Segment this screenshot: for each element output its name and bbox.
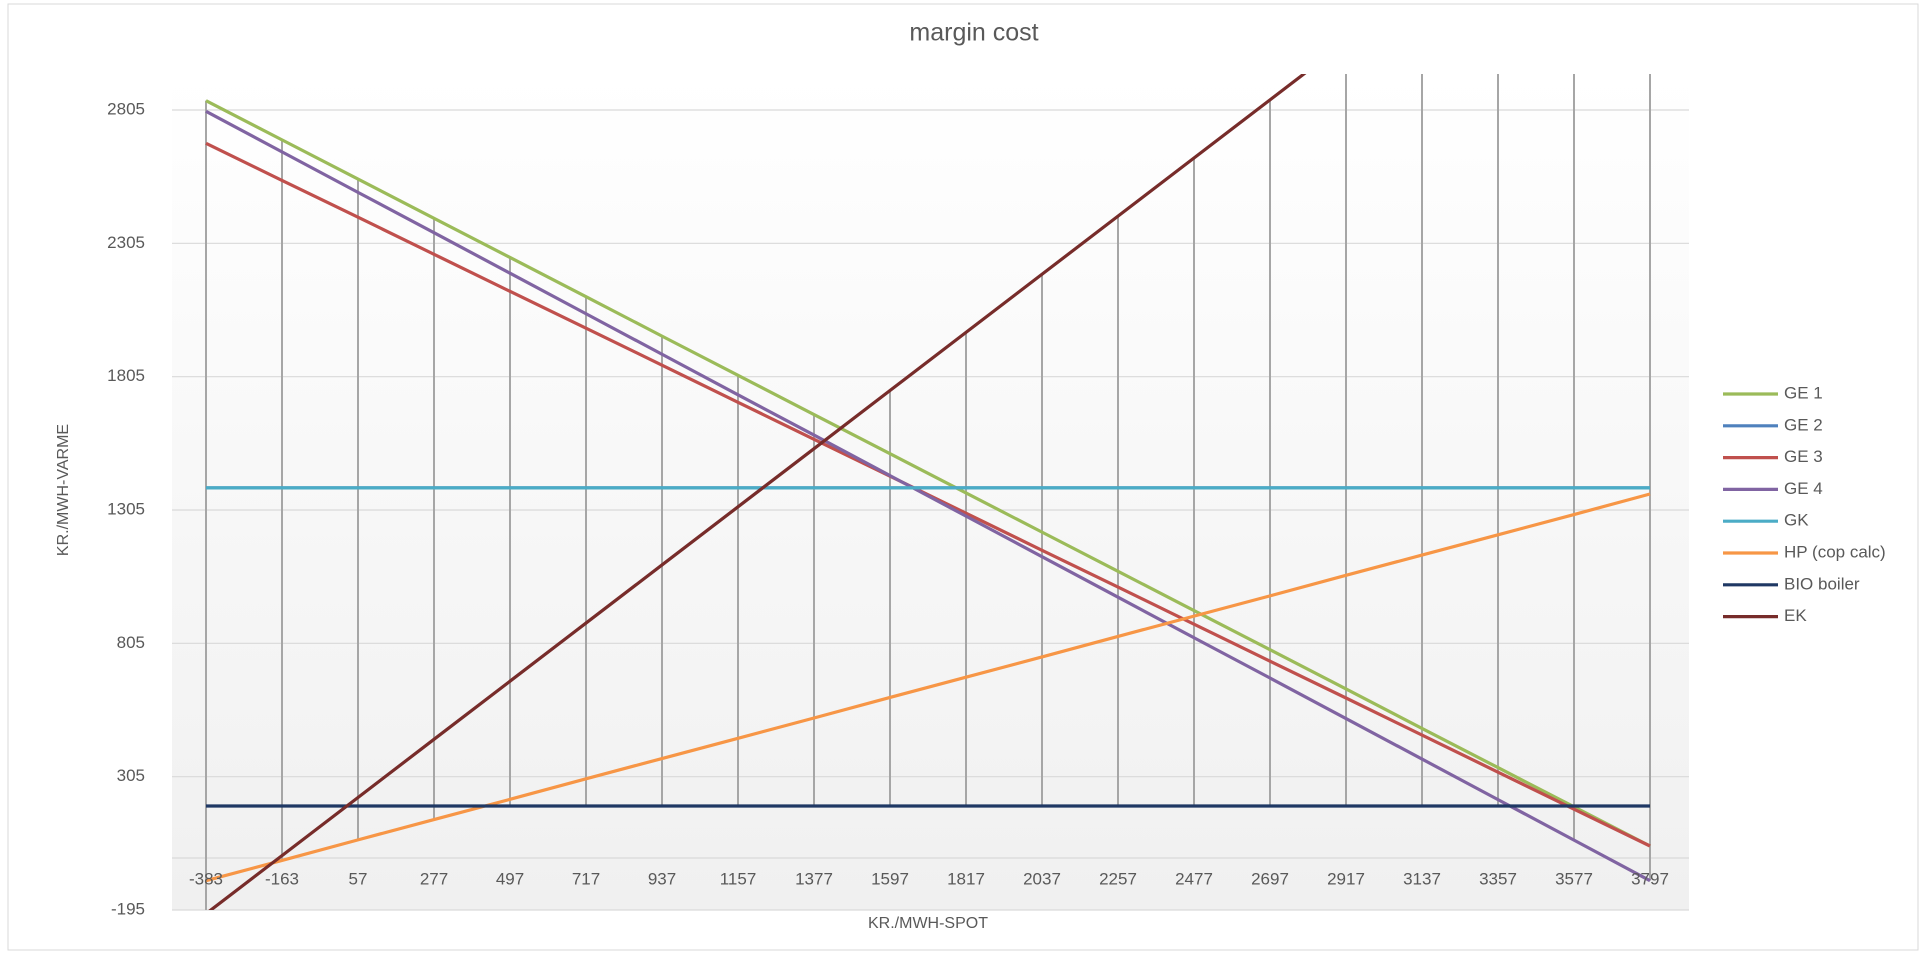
x-tick-label: 1817 [947, 869, 985, 888]
x-tick-label: 1157 [720, 869, 757, 888]
x-tick-label: 3137 [1403, 869, 1441, 888]
plot [205, 74, 1651, 910]
y-tick-label: 2305 [107, 233, 145, 252]
series-line [205, 99, 1651, 848]
y-tick-label: 805 [117, 633, 145, 652]
y-tick-label: 2805 [107, 99, 145, 118]
x-tick-label: 3577 [1555, 869, 1593, 888]
series-line [208, 74, 1307, 910]
y-tick-label: 1805 [107, 366, 145, 385]
legend-label: GE 2 [1784, 415, 1823, 434]
x-tick-label: 3797 [1631, 869, 1669, 888]
y-axis-title: KR./MWH-VARME [55, 424, 72, 556]
x-tick-label: 277 [420, 869, 448, 888]
x-axis-title: KR./MWH-SPOT [868, 915, 988, 932]
chart-title: margin cost [909, 19, 1038, 47]
y-tick-label: 305 [117, 766, 145, 785]
y-tick-label: 1305 [107, 499, 145, 518]
x-tick-label: 2477 [1175, 869, 1213, 888]
x-tick-label: 717 [572, 869, 600, 888]
x-tick-label: 2917 [1327, 869, 1365, 888]
x-tick-label: -383 [189, 869, 223, 888]
y-tick-label: -195 [111, 899, 145, 918]
series-line [205, 492, 1651, 883]
series-line [205, 109, 1651, 883]
x-tick-label: 1597 [871, 869, 909, 888]
x-tick-label: 3357 [1479, 869, 1517, 888]
legend-label: HP (cop calc) [1784, 542, 1886, 561]
x-tick-label: 2697 [1251, 869, 1289, 888]
x-tick-label: 937 [648, 869, 676, 888]
legend-label: GE 4 [1784, 479, 1823, 498]
x-tick-label: 57 [349, 869, 368, 888]
legend-label: BIO boiler [1784, 574, 1860, 593]
x-tick-label: 2037 [1023, 869, 1061, 888]
x-tick-label: 497 [496, 869, 524, 888]
legend-label: GE 1 [1784, 383, 1823, 402]
legend-label: GK [1784, 511, 1809, 530]
x-tick-label: -163 [265, 869, 299, 888]
x-tick-label: 2257 [1099, 869, 1137, 888]
x-tick-label: 1377 [795, 869, 833, 888]
legend-label: GE 3 [1784, 447, 1823, 466]
legend-label: EK [1784, 606, 1807, 625]
